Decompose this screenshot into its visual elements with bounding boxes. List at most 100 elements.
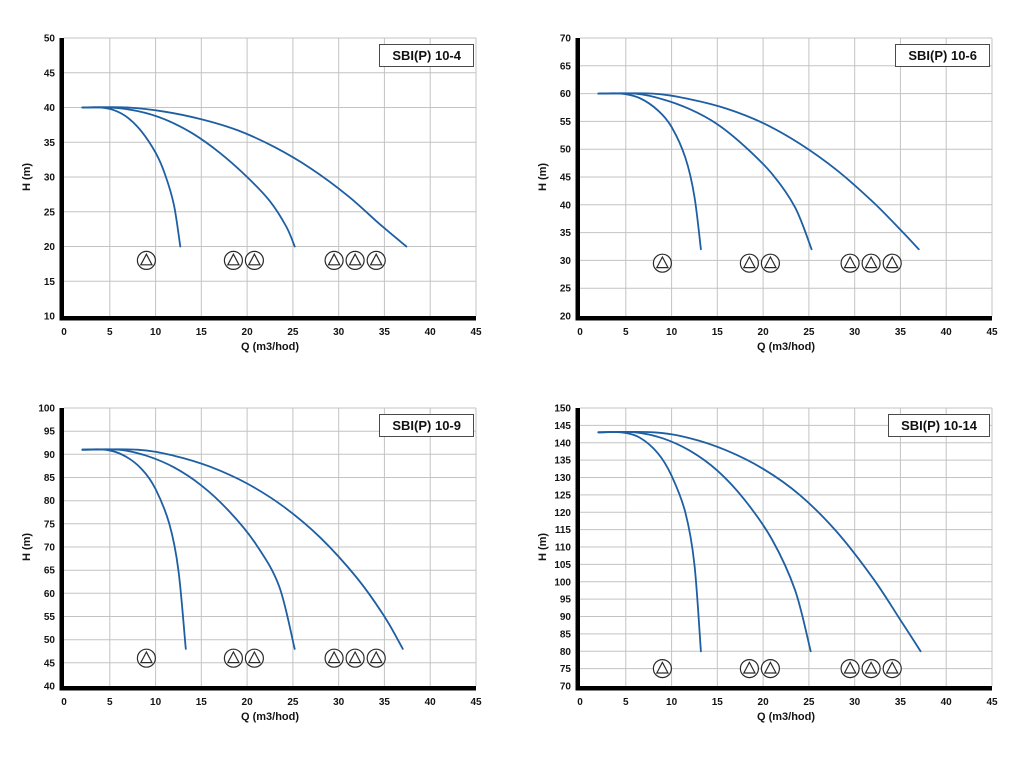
svg-text:0: 0 (577, 697, 583, 708)
svg-text:40: 40 (44, 682, 56, 693)
svg-text:20: 20 (242, 697, 254, 708)
svg-text:35: 35 (379, 327, 391, 338)
chart-sbip-10-4: SBI(P) 10-4 10 15 20 25 30 35 40 45 50 0 5 10 15 20 25… (18, 26, 490, 366)
svg-text:75: 75 (44, 519, 56, 530)
svg-text:25: 25 (287, 697, 299, 708)
svg-text:70: 70 (560, 34, 572, 45)
svg-text:15: 15 (712, 697, 724, 708)
svg-text:85: 85 (560, 629, 572, 640)
svg-text:55: 55 (560, 117, 572, 128)
svg-text:95: 95 (560, 595, 572, 606)
svg-text:20: 20 (758, 697, 770, 708)
svg-text:25: 25 (287, 327, 299, 338)
chart-sbip-10-6: SBI(P) 10-6 20 25 30 35 40 45 50 55 60 65 70 0 5 10 15… (534, 26, 1006, 366)
svg-text:30: 30 (560, 256, 572, 267)
svg-text:40: 40 (941, 697, 953, 708)
svg-text:135: 135 (554, 456, 571, 467)
svg-text:80: 80 (560, 647, 572, 658)
chart-title: SBI(P) 10-6 (895, 44, 990, 67)
svg-text:20: 20 (44, 242, 56, 253)
svg-text:90: 90 (44, 450, 56, 461)
svg-text:145: 145 (554, 421, 571, 432)
svg-text:15: 15 (712, 327, 724, 338)
svg-text:10: 10 (150, 697, 162, 708)
chart-canvas-sbip-10-9: 40 45 50 55 60 65 70 75 80 85 90 95 100 0 5 10 15 20 25 30 3… (21, 404, 482, 724)
chart-sbip-10-9: SBI(P) 10-9 40 45 50 55 60 65 70 75 80 85 90 95 100 0… (18, 396, 490, 736)
svg-text:10: 10 (150, 327, 162, 338)
svg-text:100: 100 (38, 404, 55, 415)
chart-sbip-10-14: SBI(P) 10-14 70 75 80 85 90 95 100 105 110 115 120… (534, 396, 1006, 736)
svg-text:150: 150 (554, 404, 571, 415)
svg-text:30: 30 (333, 327, 345, 338)
svg-text:20: 20 (560, 312, 572, 323)
svg-text:100: 100 (554, 577, 571, 588)
svg-text:65: 65 (560, 61, 572, 72)
svg-text:70: 70 (44, 543, 56, 554)
chart-canvas-sbip-10-14: 7075808590951001051101151201251301351401… (537, 404, 998, 724)
svg-text:60: 60 (560, 89, 572, 100)
svg-text:5: 5 (107, 697, 113, 708)
svg-text:25: 25 (560, 284, 572, 295)
chart-title: SBI(P) 10-4 (379, 44, 474, 67)
svg-text:30: 30 (333, 697, 345, 708)
chart-title: SBI(P) 10-14 (888, 414, 990, 437)
svg-text:45: 45 (986, 327, 998, 338)
svg-text:45: 45 (470, 697, 482, 708)
svg-text:55: 55 (44, 612, 56, 623)
svg-text:90: 90 (560, 612, 572, 623)
svg-text:85: 85 (44, 473, 56, 484)
svg-text:50: 50 (44, 34, 56, 45)
svg-text:20: 20 (758, 327, 770, 338)
svg-text:20: 20 (242, 327, 254, 338)
svg-text:H (m): H (m) (537, 533, 549, 561)
chart-canvas-sbip-10-4: 10 15 20 25 30 35 40 45 50 0 5 10 15 20 25 30 35 40 45 Q (m… (21, 34, 482, 354)
svg-text:Q (m3/hod): Q (m3/hod) (757, 711, 815, 723)
svg-text:95: 95 (44, 427, 56, 438)
svg-text:45: 45 (986, 697, 998, 708)
svg-text:Q (m3/hod): Q (m3/hod) (241, 711, 299, 723)
svg-text:30: 30 (44, 173, 56, 184)
chart-canvas-sbip-10-6: 20 25 30 35 40 45 50 55 60 65 70 0 5 10 15 20 25 30 35 40 45… (537, 34, 998, 354)
svg-text:30: 30 (849, 327, 861, 338)
svg-text:25: 25 (803, 697, 815, 708)
svg-text:40: 40 (560, 200, 572, 211)
svg-text:40: 40 (425, 697, 437, 708)
svg-text:H (m): H (m) (21, 163, 33, 191)
svg-text:0: 0 (61, 327, 67, 338)
svg-text:45: 45 (470, 327, 482, 338)
svg-text:50: 50 (560, 145, 572, 156)
svg-text:35: 35 (895, 327, 907, 338)
svg-text:10: 10 (44, 312, 56, 323)
svg-text:25: 25 (44, 207, 56, 218)
svg-text:45: 45 (560, 173, 572, 184)
svg-text:10: 10 (666, 697, 678, 708)
svg-text:50: 50 (44, 635, 56, 646)
svg-text:5: 5 (107, 327, 113, 338)
svg-text:65: 65 (44, 566, 56, 577)
svg-text:130: 130 (554, 473, 571, 484)
svg-text:110: 110 (555, 543, 572, 554)
svg-text:Q (m3/hod): Q (m3/hod) (757, 341, 815, 353)
svg-text:Q (m3/hod): Q (m3/hod) (241, 341, 299, 353)
chart-title: SBI(P) 10-9 (379, 414, 474, 437)
svg-text:30: 30 (849, 697, 861, 708)
svg-text:40: 40 (941, 327, 953, 338)
svg-text:45: 45 (44, 68, 56, 79)
svg-text:35: 35 (379, 697, 391, 708)
svg-text:80: 80 (44, 496, 56, 507)
svg-text:125: 125 (554, 490, 571, 501)
svg-text:25: 25 (803, 327, 815, 338)
svg-text:120: 120 (554, 508, 571, 519)
svg-text:115: 115 (555, 525, 572, 536)
svg-text:5: 5 (623, 697, 629, 708)
svg-text:70: 70 (560, 682, 572, 693)
svg-text:0: 0 (577, 327, 583, 338)
svg-text:40: 40 (425, 327, 437, 338)
svg-text:45: 45 (44, 658, 56, 669)
svg-text:10: 10 (666, 327, 678, 338)
svg-text:35: 35 (895, 697, 907, 708)
svg-text:40: 40 (44, 103, 56, 114)
svg-text:15: 15 (196, 697, 208, 708)
svg-text:15: 15 (44, 277, 56, 288)
svg-text:35: 35 (560, 228, 572, 239)
